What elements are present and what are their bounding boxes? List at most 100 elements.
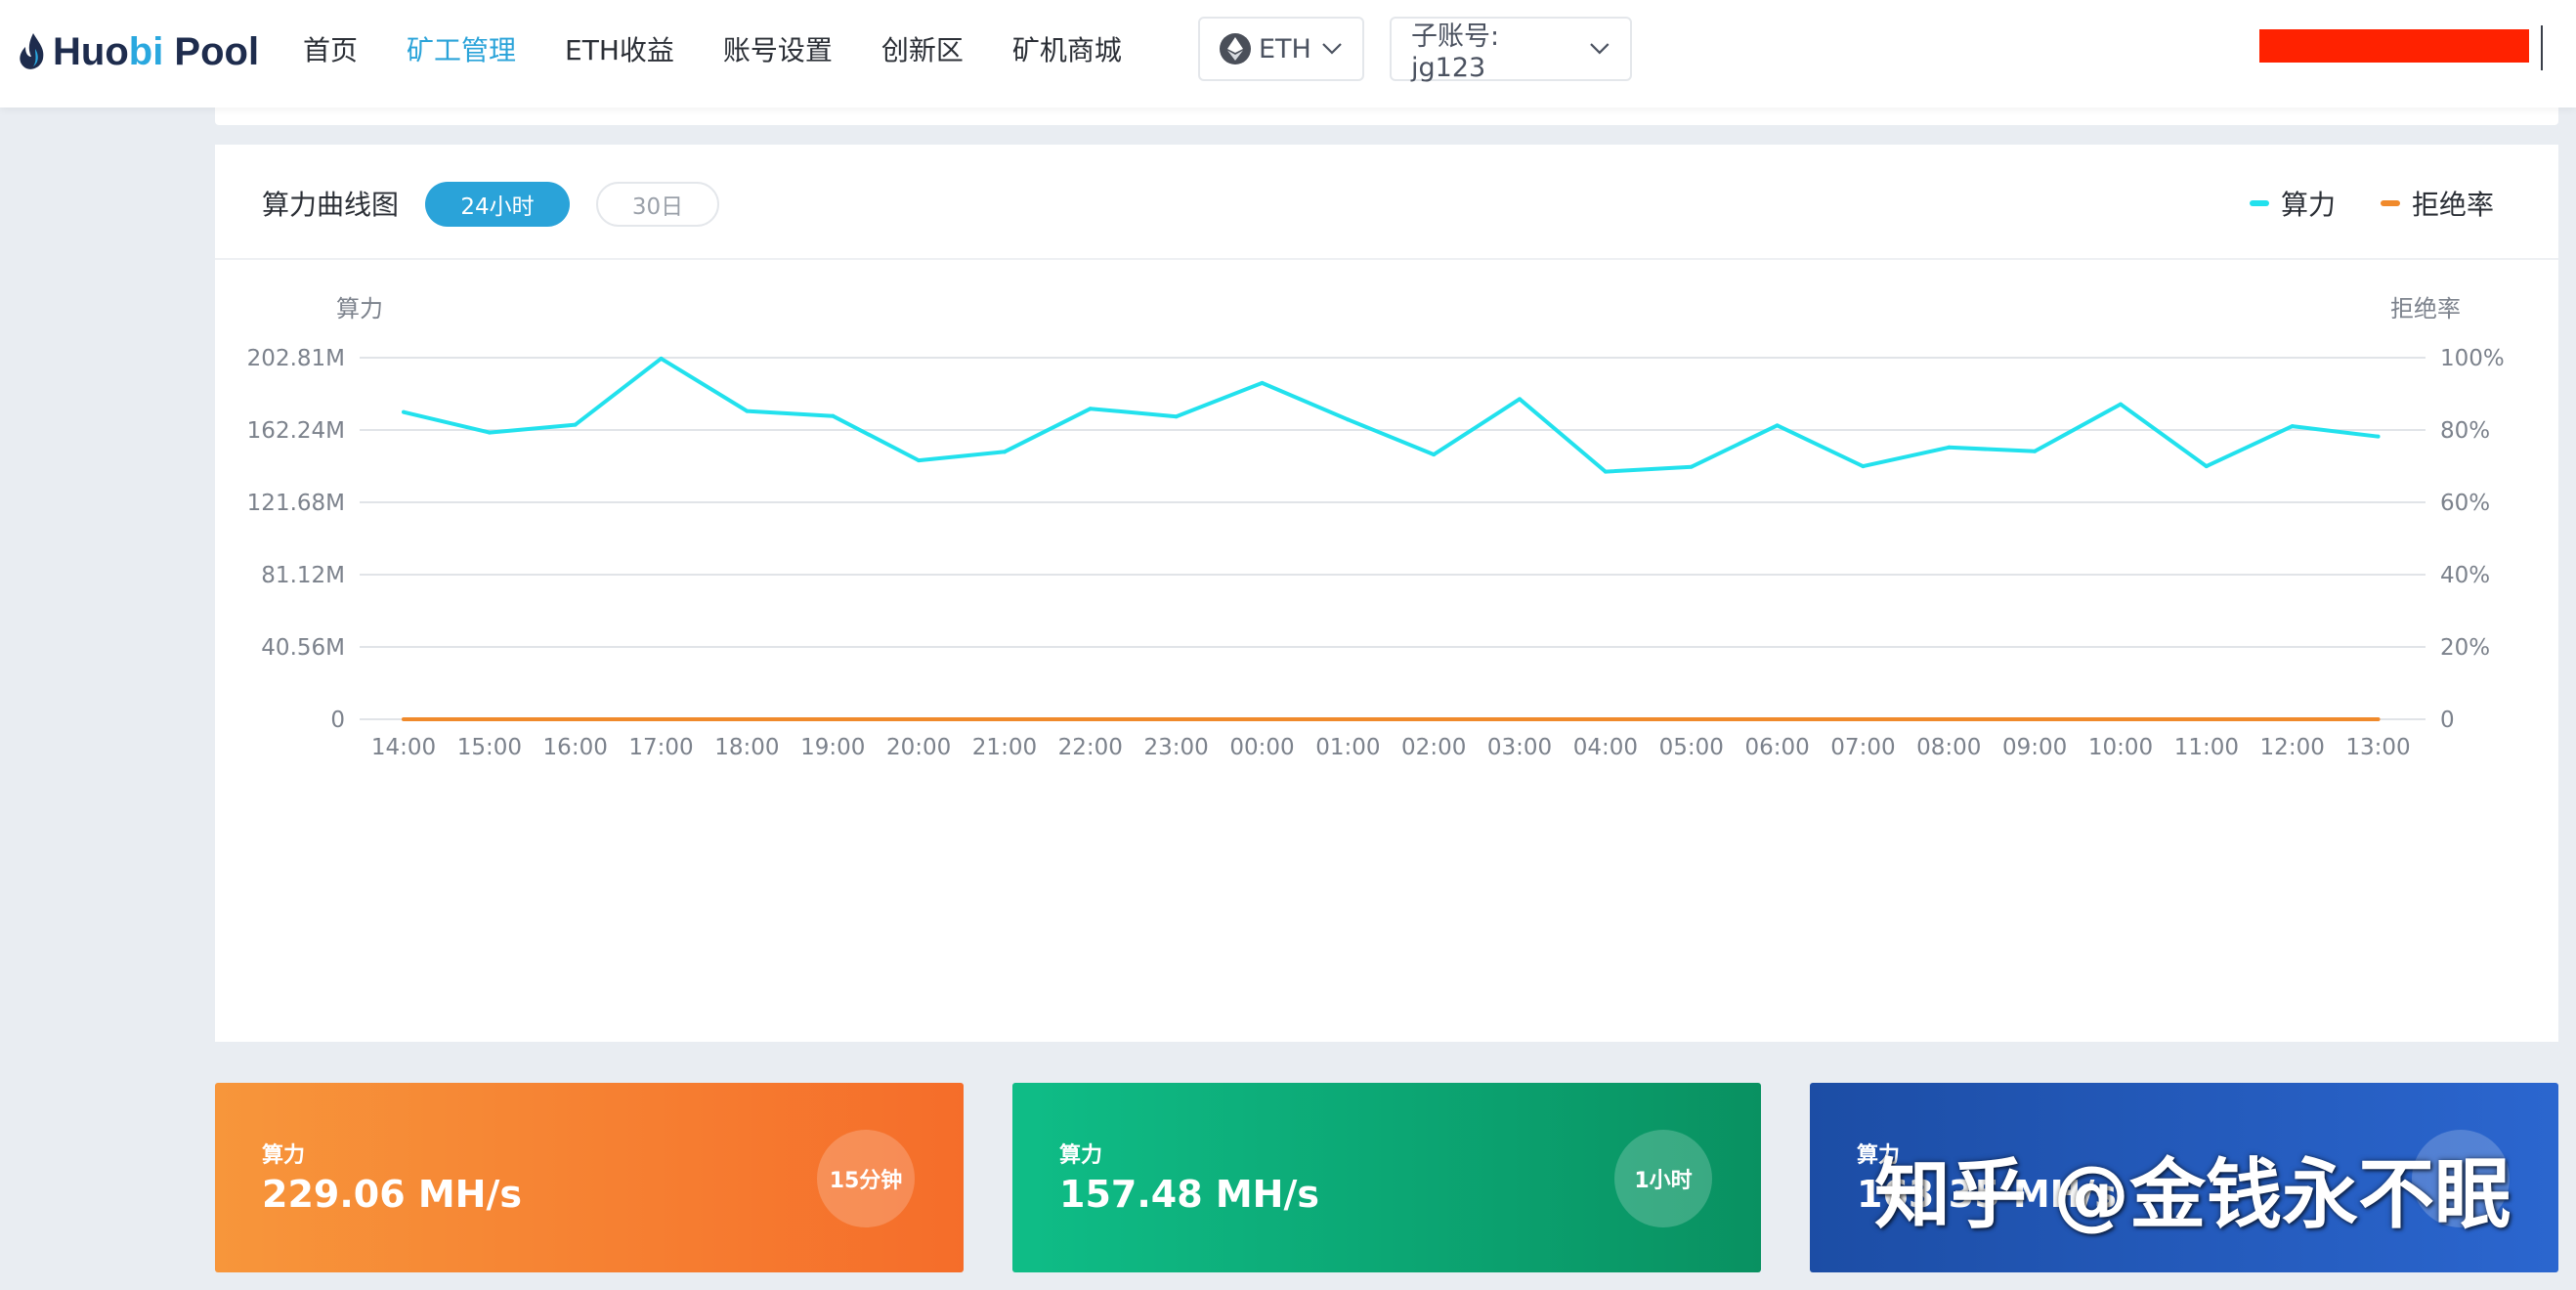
reject-rate-point xyxy=(2290,717,2295,721)
coin-selector[interactable]: ETH xyxy=(1198,17,1364,81)
hashrate-point xyxy=(1260,380,1265,385)
stat-label: 算力 xyxy=(1059,1143,1103,1168)
legend-swatch-hashrate xyxy=(2250,200,2269,206)
x-tick-label: 11:00 xyxy=(2174,735,2239,760)
x-tick-label: 06:00 xyxy=(1744,735,1809,760)
previous-card-edge xyxy=(215,108,2558,125)
hashrate-point xyxy=(1775,423,1780,428)
legend-item-reject-rate[interactable]: 拒绝率 xyxy=(2381,184,2494,223)
y-right-axis-title: 拒绝率 xyxy=(2390,295,2461,322)
x-tick-label: 05:00 xyxy=(1659,735,1724,760)
reject-rate-point xyxy=(1689,717,1694,721)
x-tick-label: 01:00 xyxy=(1315,735,1380,760)
x-tick-label: 21:00 xyxy=(972,735,1037,760)
chart-card-header: 算力曲线图 24小时 30日 算力 拒绝率 xyxy=(215,145,2558,260)
stat-value: 157.48 MH/s xyxy=(1059,1173,1319,1216)
hashrate-point xyxy=(1174,414,1179,419)
hashrate-point xyxy=(1518,397,1523,402)
reject-rate-point xyxy=(831,717,836,721)
main-nav: 首页 矿工管理 ETH收益 账号设置 创新区 矿机商城 xyxy=(303,0,1171,98)
hashrate-point xyxy=(831,413,836,418)
reject-rate-point xyxy=(745,717,750,721)
redacted-user-box[interactable] xyxy=(2259,29,2529,63)
hashrate-point xyxy=(2290,424,2295,429)
reject-rate-point xyxy=(2119,717,2123,721)
hashrate-line-chart[interactable]: 0 40.56M 81.12M 121.68M 162.24M 202.81M 0 20% 40… xyxy=(215,260,2558,1042)
reject-rate-point xyxy=(1174,717,1179,721)
top-nav-bar: Huobi Pool 首页 矿工管理 ETH收益 账号设置 创新区 矿机商城 E… xyxy=(0,0,2576,108)
reject-rate-point xyxy=(1088,717,1093,721)
nav-item-innovation-zone[interactable]: 创新区 xyxy=(880,34,964,66)
y-left-tick-label: 162.24M xyxy=(247,418,345,444)
stat-card-1hour: 算力 157.48 MH/s 1小时 xyxy=(1012,1083,1761,1272)
stat-card-15min: 算力 229.06 MH/s 15分钟 xyxy=(215,1083,964,1272)
reject-rate-point xyxy=(402,717,406,721)
reject-rate-point xyxy=(659,717,664,721)
y-right-tick-label: 20% xyxy=(2440,635,2490,661)
reject-rate-point xyxy=(1432,717,1437,721)
subaccount-selector[interactable]: 子账号: jg123 xyxy=(1390,17,1632,83)
flame-logo-icon xyxy=(20,33,44,69)
tab-24-hours[interactable]: 24小时 xyxy=(425,182,570,227)
reject-rate-point xyxy=(1260,717,1265,721)
reject-rate-point xyxy=(487,717,492,721)
legend-label-hashrate: 算力 xyxy=(2281,189,2337,221)
nav-item-miner-management[interactable]: 矿工管理 xyxy=(407,34,517,66)
stat-value: 163.35 MH/s xyxy=(1857,1173,2117,1216)
chart-card-title: 算力曲线图 xyxy=(262,189,400,221)
y-left-tick-label: 202.81M xyxy=(247,346,345,371)
hashrate-point xyxy=(1603,469,1608,474)
nav-item-home[interactable]: 首页 xyxy=(303,34,359,66)
stat-card-24hour: 算力 163.35 MH/s xyxy=(1810,1083,2558,1272)
reject-rate-point xyxy=(2376,717,2381,721)
y-left-tick-label: 121.68M xyxy=(247,491,345,516)
x-tick-label: 22:00 xyxy=(1058,735,1123,760)
x-tick-label: 14:00 xyxy=(371,735,436,760)
x-tick-label: 19:00 xyxy=(800,735,865,760)
legend-item-hashrate[interactable]: 算力 xyxy=(2250,184,2336,223)
x-tick-label: 00:00 xyxy=(1229,735,1294,760)
y-right-tick-label: 0 xyxy=(2440,708,2455,733)
hashrate-point xyxy=(487,430,492,435)
y-left-tick-label: 0 xyxy=(330,708,345,733)
chevron-down-icon xyxy=(1590,43,1610,55)
x-tick-label: 04:00 xyxy=(1573,735,1638,760)
reject-rate-point xyxy=(1603,717,1608,721)
reject-rate-point xyxy=(573,717,578,721)
stat-period-badge: 15分钟 xyxy=(817,1130,915,1227)
reject-rate-point xyxy=(917,717,922,721)
x-tick-label: 09:00 xyxy=(2002,735,2067,760)
hashrate-point xyxy=(1947,445,1952,450)
hashrate-series-line xyxy=(403,356,2379,474)
coin-selector-value: ETH xyxy=(1259,33,1311,64)
tab-30-days[interactable]: 30日 xyxy=(596,182,719,227)
hashrate-point xyxy=(2376,434,2381,439)
y-left-tick-label: 40.56M xyxy=(261,635,345,661)
chevron-down-icon xyxy=(1322,43,1342,55)
reject-rate-point xyxy=(1518,717,1523,721)
stat-label: 算力 xyxy=(1857,1143,1901,1168)
legend-swatch-reject-rate xyxy=(2381,200,2400,206)
x-tick-label: 23:00 xyxy=(1144,735,1209,760)
header-divider xyxy=(2541,25,2543,70)
reject-rate-point xyxy=(1775,717,1780,721)
nav-item-miner-store[interactable]: 矿机商城 xyxy=(1011,34,1122,66)
stat-label: 算力 xyxy=(262,1143,306,1168)
x-tick-label: 03:00 xyxy=(1487,735,1552,760)
reject-rate-point xyxy=(1947,717,1952,721)
x-tick-label: 13:00 xyxy=(2345,735,2410,760)
y-left-tick-label: 81.12M xyxy=(261,563,345,588)
hashrate-point xyxy=(2119,402,2123,407)
hashrate-point xyxy=(2204,464,2209,469)
x-tick-label: 18:00 xyxy=(714,735,779,760)
nav-item-account-settings[interactable]: 账号设置 xyxy=(722,34,833,66)
x-tick-label: 07:00 xyxy=(1830,735,1895,760)
stat-value: 229.06 MH/s xyxy=(262,1173,522,1216)
nav-item-eth-earnings[interactable]: ETH收益 xyxy=(565,34,674,66)
ethereum-icon xyxy=(1220,33,1251,64)
logo-text: Huobi Pool xyxy=(53,29,260,73)
hashrate-point xyxy=(917,458,922,463)
hashrate-point xyxy=(745,408,750,413)
huobi-pool-logo[interactable]: Huobi Pool xyxy=(18,27,259,76)
legend-label-reject-rate: 拒绝率 xyxy=(2412,189,2495,221)
